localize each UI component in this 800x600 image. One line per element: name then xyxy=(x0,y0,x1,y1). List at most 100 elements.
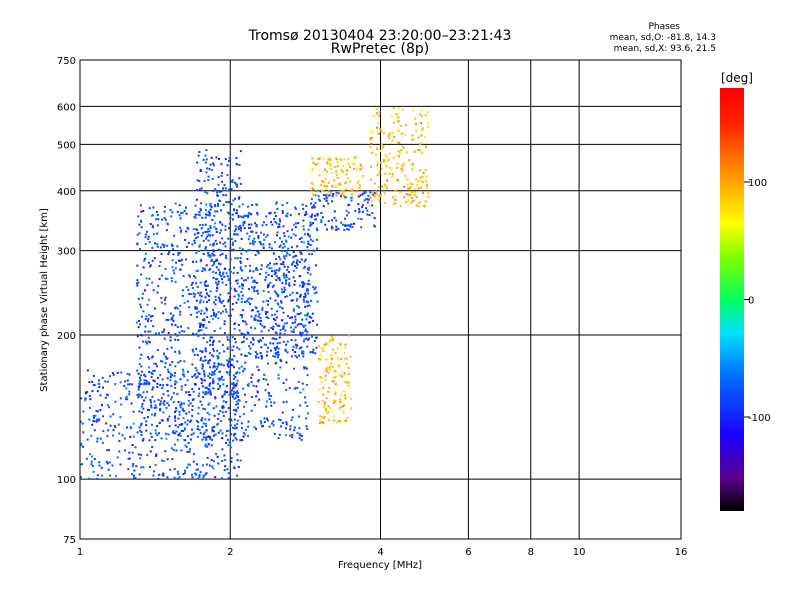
echo-point xyxy=(203,372,206,375)
echo-point xyxy=(332,338,335,341)
echo-point xyxy=(202,324,205,327)
echo-point xyxy=(233,295,236,298)
echo-point xyxy=(234,225,237,228)
echo-point xyxy=(205,386,208,389)
echo-point xyxy=(240,365,243,368)
echo-point xyxy=(229,392,232,394)
echo-point xyxy=(343,372,346,375)
echo-point xyxy=(178,352,181,355)
echo-point xyxy=(149,265,151,268)
echo-point xyxy=(375,108,378,110)
echo-point xyxy=(265,405,268,408)
echo-point xyxy=(318,415,321,418)
echo-point xyxy=(91,423,94,426)
echo-point xyxy=(243,279,245,282)
echo-point xyxy=(98,386,101,388)
echo-point xyxy=(216,355,219,357)
echo-point xyxy=(243,368,246,371)
echo-point xyxy=(232,393,235,396)
echo-point xyxy=(257,252,260,255)
echo-point xyxy=(250,409,253,412)
echo-point xyxy=(174,410,176,413)
echo-point xyxy=(91,390,94,393)
echo-point xyxy=(208,321,211,324)
echo-point xyxy=(307,312,309,315)
echo-point xyxy=(325,397,328,400)
echo-point xyxy=(394,189,397,192)
echo-point xyxy=(294,343,297,346)
echo-point xyxy=(386,155,389,158)
echo-point xyxy=(219,263,222,266)
echo-point xyxy=(218,190,221,193)
echo-point xyxy=(212,373,215,376)
echo-point xyxy=(178,259,180,262)
echo-point xyxy=(135,465,138,468)
echo-point xyxy=(230,364,233,366)
echo-point xyxy=(149,341,151,344)
echo-point xyxy=(201,379,204,382)
echo-point xyxy=(85,457,88,460)
echo-point xyxy=(288,387,291,390)
echo-point xyxy=(253,240,256,243)
echo-point xyxy=(299,312,302,315)
echo-point xyxy=(166,244,169,247)
echo-point xyxy=(287,266,290,268)
echo-point xyxy=(251,309,254,312)
echo-point xyxy=(170,385,173,387)
echo-point xyxy=(153,470,155,473)
echo-point xyxy=(165,318,168,321)
echo-point xyxy=(290,236,293,239)
echo-point xyxy=(192,460,195,463)
echo-point xyxy=(96,418,99,421)
echo-point xyxy=(144,318,147,321)
echo-point xyxy=(266,234,269,237)
echo-point xyxy=(199,431,202,434)
echo-point xyxy=(150,214,153,217)
echo-point xyxy=(129,435,132,438)
echo-point xyxy=(273,347,276,350)
echo-point xyxy=(167,371,170,373)
echo-point xyxy=(136,242,139,245)
echo-point xyxy=(277,353,280,356)
echo-point xyxy=(281,246,284,249)
echo-point xyxy=(172,430,175,433)
echo-point xyxy=(343,404,346,406)
echo-point xyxy=(197,395,200,397)
echo-point xyxy=(248,212,251,215)
echo-point xyxy=(241,314,244,317)
echo-point xyxy=(138,384,141,387)
echo-point xyxy=(213,372,216,375)
echo-point xyxy=(139,429,142,432)
echo-point xyxy=(284,239,287,242)
echo-point xyxy=(304,233,306,236)
echo-point xyxy=(249,242,252,245)
echo-point xyxy=(186,419,189,422)
echo-point xyxy=(190,283,193,286)
echo-point xyxy=(267,300,269,302)
echo-point xyxy=(197,154,200,157)
echo-point xyxy=(211,371,214,374)
echo-point xyxy=(152,379,155,382)
echo-point xyxy=(269,262,271,265)
echo-point xyxy=(88,418,91,421)
echo-point xyxy=(136,335,139,338)
echo-point xyxy=(213,350,215,353)
echo-point xyxy=(310,190,313,193)
echo-point xyxy=(288,253,291,256)
echo-point xyxy=(250,276,253,279)
echo-point xyxy=(291,291,294,294)
echo-point xyxy=(187,288,190,291)
echo-point xyxy=(306,301,309,304)
echo-point xyxy=(97,419,100,422)
echo-point xyxy=(279,237,281,240)
echo-point xyxy=(224,228,227,231)
echo-point xyxy=(427,192,430,195)
echo-point xyxy=(207,361,210,364)
echo-point xyxy=(303,282,306,285)
echo-point xyxy=(197,231,200,234)
echo-point xyxy=(340,193,343,196)
echo-point xyxy=(233,355,236,358)
echo-point xyxy=(269,342,272,345)
echo-point xyxy=(237,406,240,409)
echo-point xyxy=(396,166,398,169)
